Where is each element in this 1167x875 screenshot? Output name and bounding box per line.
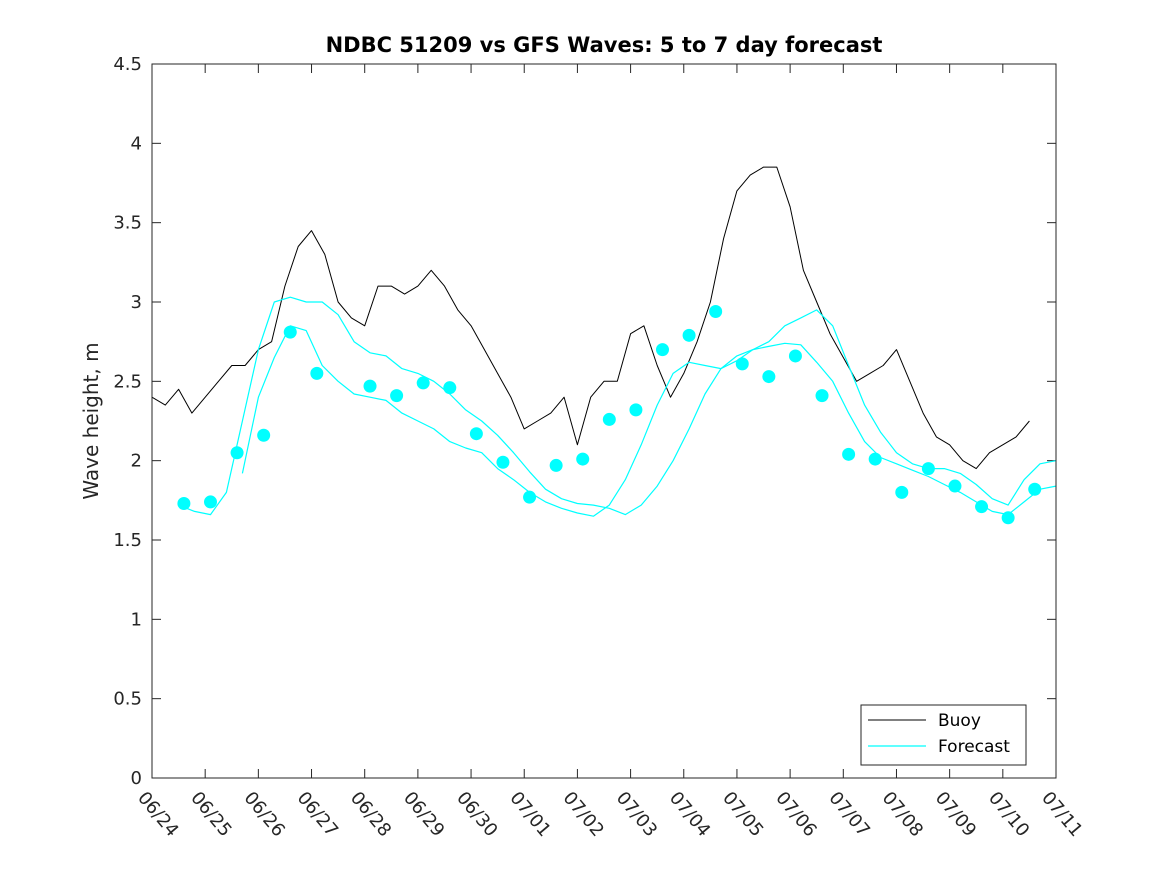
legend: Buoy Forecast	[860, 704, 1027, 766]
forecast-marker	[549, 458, 563, 472]
forecast-marker	[895, 485, 909, 499]
legend-label-forecast: Forecast	[938, 737, 1010, 757]
y-tick-label: 2	[131, 451, 142, 472]
forecast-marker	[815, 389, 829, 403]
legend-label-buoy: Buoy	[938, 711, 981, 731]
forecast-marker	[709, 305, 723, 319]
y-tick-label: 4.5	[113, 54, 142, 75]
forecast-marker	[177, 497, 191, 511]
series-layer	[151, 166, 1057, 525]
forecast-marker	[735, 357, 749, 371]
chart-title: NDBC 51209 vs GFS Waves: 5 to 7 day fore…	[326, 33, 883, 57]
forecast-marker	[576, 452, 590, 466]
forecast-marker	[203, 495, 217, 509]
forecast-marker	[842, 447, 856, 461]
forecast-run-line	[178, 296, 1057, 516]
forecast-marker	[230, 446, 244, 460]
forecast-marker	[257, 428, 271, 442]
y-tick-label: 1	[131, 609, 142, 630]
forecast-marker	[788, 349, 802, 363]
y-tick-label: 0.5	[113, 689, 142, 710]
y-tick-label: 3	[131, 292, 142, 313]
y-tick-label: 2.5	[113, 371, 142, 392]
forecast-marker	[602, 412, 616, 426]
forecast-marker	[283, 325, 297, 339]
forecast-marker	[682, 328, 696, 342]
forecast-run-line	[241, 325, 1057, 517]
forecast-marker	[310, 366, 324, 380]
forecast-marker	[469, 427, 483, 441]
y-tick-label: 4	[131, 133, 142, 154]
y-tick-label: 1.5	[113, 530, 142, 551]
forecast-marker	[443, 381, 457, 395]
forecast-marker	[655, 343, 669, 357]
y-axis-ticks: 0 0.5 1 1.5 2 2.5 3 3.5 4 4.5	[113, 54, 1056, 789]
forecast-marker	[948, 479, 962, 493]
forecast-marker	[416, 376, 430, 390]
forecast-marker	[629, 403, 643, 417]
forecast-marker	[1028, 482, 1042, 496]
forecast-marker	[868, 452, 882, 466]
forecast-marker	[390, 389, 404, 403]
y-axis-label: Wave height, m	[79, 342, 103, 499]
forecast-marker	[363, 379, 377, 393]
plot-frame	[151, 63, 1057, 779]
forecast-marker	[762, 370, 776, 384]
forecast-marker	[496, 455, 510, 469]
y-tick-label: 3.5	[113, 213, 142, 234]
buoy-series-line	[151, 166, 1030, 470]
y-tick-label: 0	[131, 768, 142, 789]
legend-box	[860, 704, 1027, 766]
